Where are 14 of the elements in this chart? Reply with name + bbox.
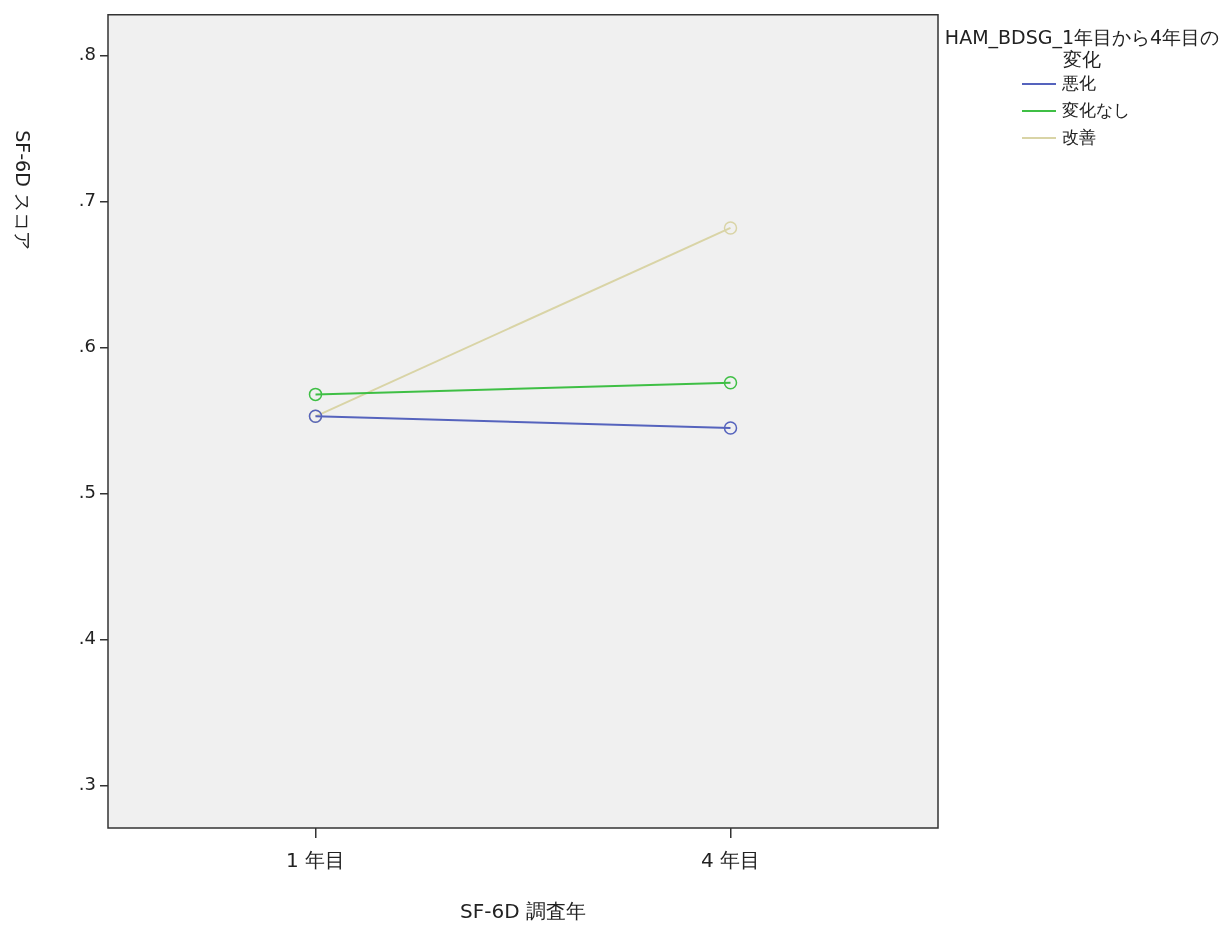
- x-tick-label: 1 年目: [285, 848, 346, 873]
- x-axis-title: SF-6D 調査年: [460, 899, 586, 924]
- y-axis-title: SF-6D スコア: [11, 130, 35, 250]
- legend-label: 改善: [1062, 126, 1096, 149]
- legend-label: 悪化: [1062, 72, 1096, 95]
- legend-title: HAM_BDSG_1年目から4年目の変化: [943, 26, 1221, 70]
- y-tick-label: .4: [78, 627, 96, 649]
- y-tick-label: .5: [78, 481, 96, 503]
- y-tick-label: .3: [78, 773, 96, 795]
- x-tick-label: 4 年目: [700, 848, 761, 873]
- y-tick-label: .7: [78, 189, 96, 211]
- y-tick-label: .6: [78, 335, 96, 357]
- legend-label: 変化なし: [1062, 99, 1130, 122]
- y-tick-label: .8: [78, 43, 96, 65]
